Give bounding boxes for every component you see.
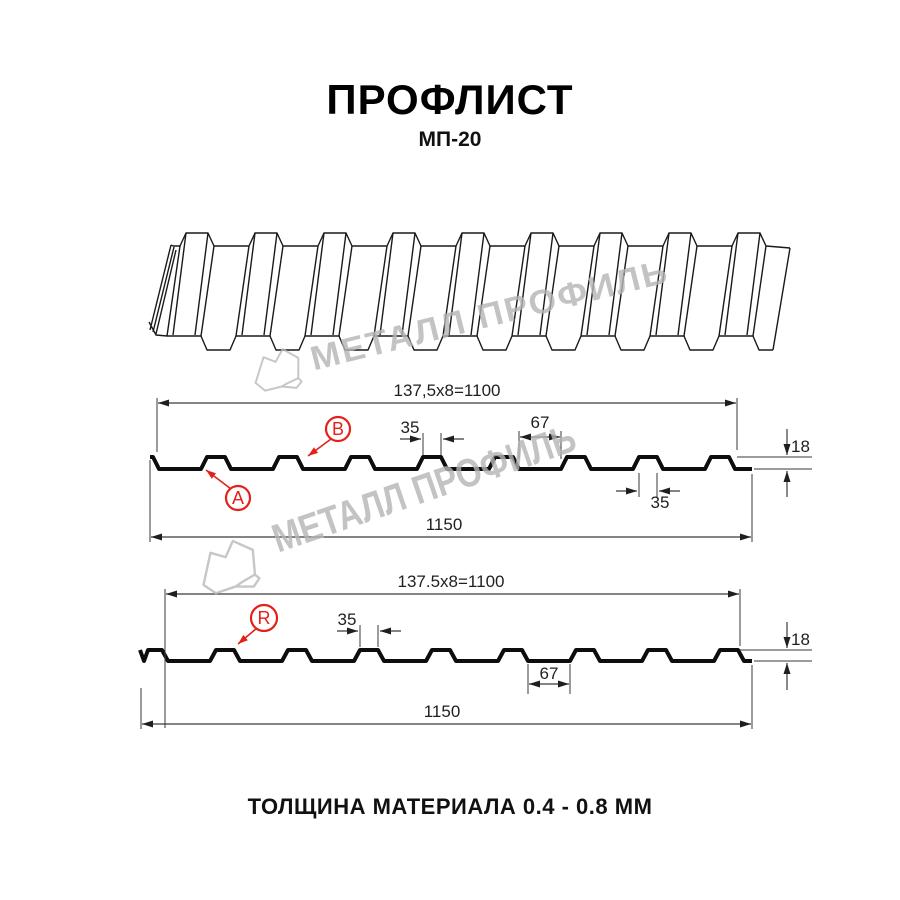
s2-pitch-dimension: 137.5x8=1100 bbox=[398, 572, 505, 591]
s1-height-dimension: 18 bbox=[791, 437, 810, 456]
watermark-lower: МЕТАЛЛ ПРОФИЛЬ bbox=[202, 416, 582, 595]
page-title: ПРОФЛИСТ bbox=[326, 76, 574, 123]
callout-b-label: B bbox=[332, 419, 344, 439]
material-thickness-note: ТОЛЩИНА МАТЕРИАЛА 0.4 - 0.8 ММ bbox=[247, 794, 653, 819]
cross-section-reverse-view: 137.5x8=1100 35 67 1150 18 bbox=[138, 572, 812, 729]
callout-r-label: R bbox=[258, 608, 271, 628]
profile-outline-reverse bbox=[138, 648, 752, 663]
s1-pitch-dimension: 137,5x8=1100 bbox=[394, 381, 501, 400]
brand-logo-icon bbox=[202, 539, 261, 595]
cross-section-face-view: 137,5x8=1100 35 67 35 1150 bbox=[149, 381, 812, 542]
callout-a-circle bbox=[224, 484, 252, 512]
s2-overall-width-dimension: 1150 bbox=[424, 702, 461, 721]
s2-crest-width-dimension: 35 bbox=[338, 610, 357, 629]
callout-r-circle bbox=[249, 603, 279, 633]
profile-outline-face bbox=[150, 455, 752, 471]
sheet-3d-view bbox=[148, 232, 791, 351]
callout-a-label: A bbox=[232, 488, 244, 508]
callout-b-circle bbox=[324, 415, 352, 443]
profile-model-name: МП-20 bbox=[418, 128, 482, 151]
s2-valley-width-dimension: 67 bbox=[540, 664, 559, 683]
s1-overall-width-dimension: 1150 bbox=[426, 515, 463, 534]
s1-crest-width-bottom-dimension: 35 bbox=[651, 493, 670, 512]
s2-height-dimension: 18 bbox=[791, 630, 810, 649]
s1-crest-width-dimension: 35 bbox=[401, 418, 420, 437]
brand-logo-icon bbox=[254, 348, 303, 392]
watermark-text: МЕТАЛЛ ПРОФИЛЬ bbox=[267, 416, 582, 561]
s1-valley-width-dimension: 67 bbox=[531, 413, 550, 432]
